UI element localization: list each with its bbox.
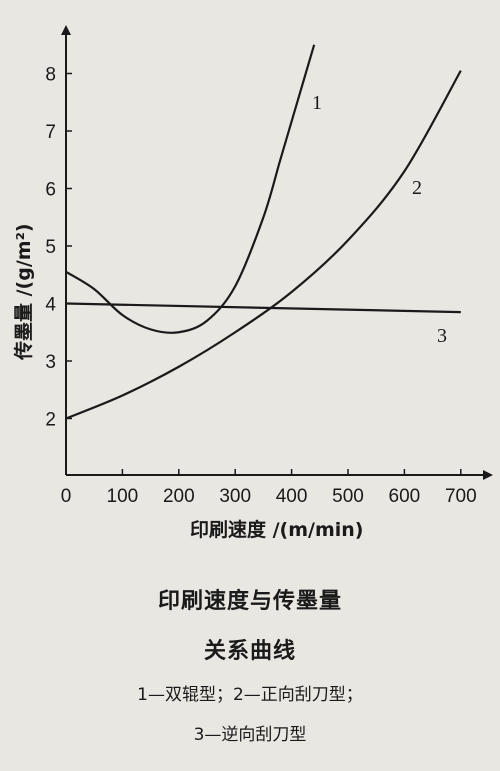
x-tick-label: 700: [445, 486, 477, 507]
y-tick-label: 7: [45, 122, 56, 143]
chart: 2 3 4 5 6 7 8 0 100 200 300 400 500 600 700 1 2 3 印刷速…: [12, 25, 493, 541]
x-axis-label: 印刷速度 /(m/min): [190, 518, 364, 541]
figure-title-line2: 关系曲线: [203, 639, 296, 664]
series-line-1: [65, 44, 316, 334]
series-line-2: [65, 70, 462, 420]
figure-title: 印刷速度与传墨量: [157, 589, 342, 614]
figure-legend-line1: 1—双辊型；2—正向刮刀型；: [137, 685, 363, 705]
series-lines: [65, 44, 462, 420]
y-tick-label: 5: [45, 237, 56, 258]
y-tick-label: 8: [45, 65, 56, 86]
series-label-1: 1: [312, 92, 322, 114]
x-tick-label: 200: [163, 486, 195, 507]
x-tick-label: 600: [389, 486, 421, 507]
y-tick-label: 3: [45, 352, 56, 373]
x-tick-label: 400: [276, 486, 308, 507]
x-tick-label: 500: [332, 486, 364, 507]
x-ticks: 0 100 200 300 400 500 600 700: [61, 469, 477, 507]
x-tick-label: 0: [61, 486, 72, 507]
y-ticks: 2 3 4 5 6 7 8: [45, 65, 72, 431]
series-line-3: [65, 302, 461, 314]
y-tick-label: 6: [45, 180, 56, 201]
series-label-3: 3: [437, 325, 447, 347]
y-axis-label: 传墨量 /(g/m²): [12, 223, 35, 361]
figure-legend-line2: 3—逆向刮刀型: [193, 725, 307, 745]
x-tick-label: 100: [107, 486, 139, 507]
y-tick-label: 2: [45, 410, 56, 431]
y-tick-label: 4: [45, 295, 56, 316]
x-tick-label: 300: [219, 486, 251, 507]
series-label-2: 2: [412, 177, 422, 199]
